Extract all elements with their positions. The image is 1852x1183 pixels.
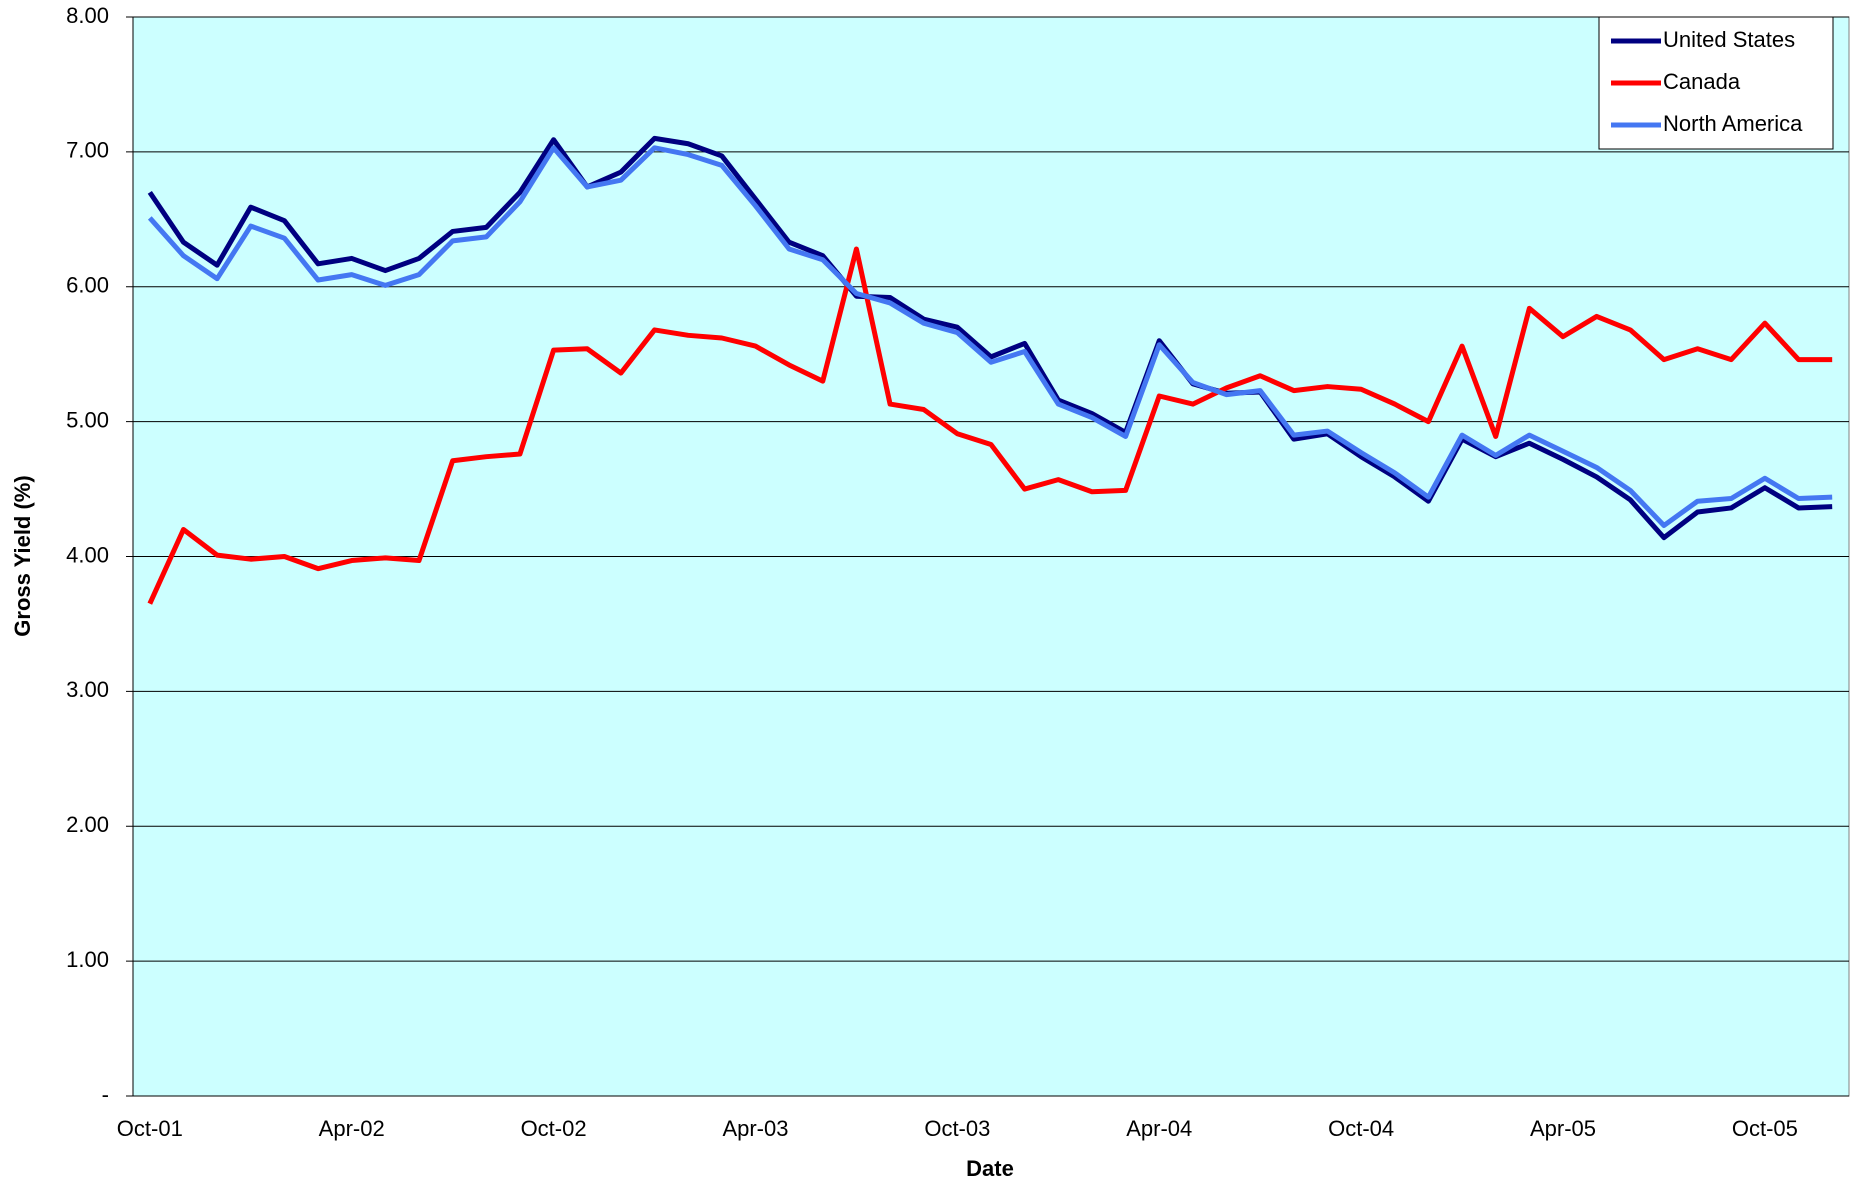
- x-tick-label: Oct-01: [117, 1116, 183, 1141]
- y-tick-label: 5.00: [66, 407, 109, 432]
- series-line: [147, 246, 1833, 605]
- series-line: [147, 135, 1833, 541]
- y-tick-label: 1.00: [66, 947, 109, 972]
- x-tick-label: Oct-03: [924, 1116, 990, 1141]
- x-axis-title: Date: [966, 1156, 1014, 1181]
- y-tick-label: 4.00: [66, 542, 109, 567]
- y-tick-label: 8.00: [66, 3, 109, 28]
- legend-label: Canada: [1663, 69, 1741, 94]
- y-tick-label: 7.00: [66, 138, 109, 163]
- legend-label: United States: [1663, 27, 1795, 52]
- x-tick-label: Apr-02: [319, 1116, 385, 1141]
- x-tick-label: Oct-04: [1328, 1116, 1394, 1141]
- y-tick-label: 3.00: [66, 677, 109, 702]
- y-tick-label: 6.00: [66, 273, 109, 298]
- x-tick-label: Apr-03: [722, 1116, 788, 1141]
- x-tick-label: Oct-02: [521, 1116, 587, 1141]
- series-line: [147, 145, 1833, 528]
- y-tick-label: -: [102, 1082, 109, 1107]
- x-tick-label: Apr-05: [1530, 1116, 1596, 1141]
- legend: United States Canada North America: [1598, 16, 1834, 150]
- x-tick-label: Oct-05: [1732, 1116, 1798, 1141]
- legend-label: North America: [1663, 111, 1803, 136]
- y-tick-label: 2.00: [66, 812, 109, 837]
- x-tick-label: Apr-04: [1126, 1116, 1192, 1141]
- y-axis-title: Gross Yield (%): [10, 475, 35, 636]
